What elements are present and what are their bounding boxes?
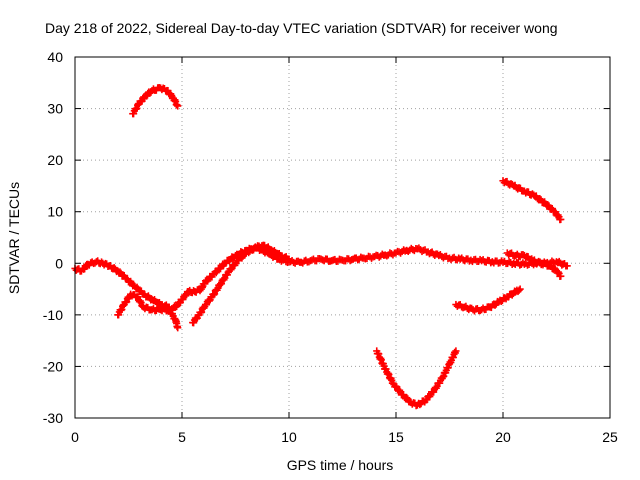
data-point <box>563 262 571 270</box>
series-arc-2 <box>114 290 182 332</box>
y-tick-labels: -30 -20 -10 0 10 20 30 40 <box>43 49 63 426</box>
series-arc-8 <box>499 177 565 224</box>
tick-layer <box>74 56 611 419</box>
data-point <box>174 324 182 332</box>
plot-frame <box>74 56 611 419</box>
x-tick-label: 20 <box>495 429 511 445</box>
data-point <box>174 102 182 110</box>
data-point <box>516 285 524 293</box>
chart-title: Day 218 of 2022, Sidereal Day-to-day VTE… <box>45 20 558 36</box>
y-tick-label: 0 <box>55 255 63 271</box>
y-tick-label: -30 <box>43 410 63 426</box>
x-tick-label: 15 <box>388 429 404 445</box>
x-tick-label: 25 <box>602 429 618 445</box>
series-arc-1 <box>71 257 173 311</box>
data-point <box>557 215 565 224</box>
data-layer <box>71 84 571 410</box>
data-point <box>557 272 565 280</box>
grid-layer <box>75 57 610 418</box>
x-tick-labels: 0 5 10 15 20 25 <box>71 429 618 445</box>
y-tick-label: 40 <box>47 49 63 65</box>
series-arc-3 <box>129 84 182 118</box>
x-tick-label: 10 <box>281 429 297 445</box>
y-tick-label: -10 <box>43 307 63 323</box>
data-point <box>452 347 460 355</box>
y-tick-label: 30 <box>47 101 63 117</box>
series-arc-6 <box>373 347 460 410</box>
y-tick-label: -20 <box>43 358 63 374</box>
x-tick-label: 0 <box>71 429 79 445</box>
x-axis-label: GPS time / hours <box>287 457 394 473</box>
series-arc-9 <box>503 249 565 280</box>
x-tick-label: 5 <box>178 429 186 445</box>
y-tick-label: 20 <box>47 152 63 168</box>
y-axis-label: SDTVAR / TECUs <box>6 182 22 294</box>
series-arc-7 <box>452 285 524 315</box>
series-arc-5 <box>189 241 293 327</box>
y-tick-label: 10 <box>47 204 63 220</box>
data-point <box>285 255 293 263</box>
series-arc-4 <box>167 243 571 314</box>
